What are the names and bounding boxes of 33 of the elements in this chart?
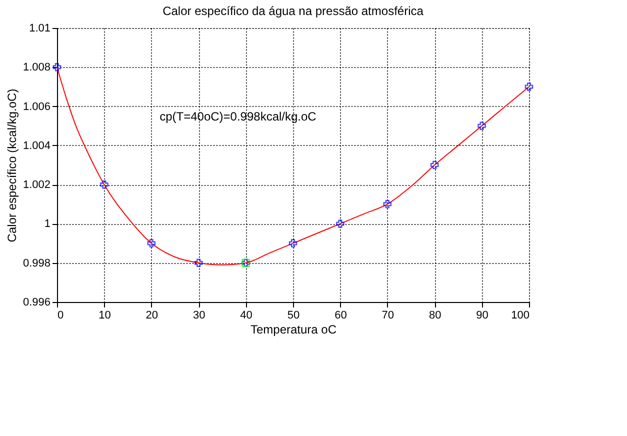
y-tick-label: 0.996 [22, 296, 50, 308]
x-tick-label: 60 [334, 310, 347, 322]
x-axis-title: Temperatura oC [250, 322, 337, 336]
x-tick-label: 80 [428, 310, 442, 322]
y-tick-label: 1.002 [22, 179, 50, 192]
x-tick-label: 100 [511, 310, 530, 322]
x-tick-label: 90 [476, 310, 488, 322]
point [524, 82, 534, 91]
x-tick-label: 30 [192, 310, 206, 322]
x-tick-label: 20 [146, 310, 158, 322]
y-tick-label: 1.006 [22, 100, 50, 113]
y-tick-label: 0.998 [22, 257, 50, 270]
y-axis-title: Calor específico (kcal/kg.oC) [4, 88, 19, 242]
point [288, 239, 298, 248]
chart-title: Calor específico da água na pressão atmosférica [162, 4, 424, 18]
annotation: cp(T=40oC)=0.998kcal/kg.oC [160, 109, 317, 124]
x-tick-label: 10 [98, 310, 111, 322]
point [100, 180, 108, 189]
y-tick-label: 1.004 [22, 140, 50, 152]
y-tick-label: 1 [44, 218, 50, 230]
x-tick-label: 70 [382, 310, 394, 322]
point [336, 220, 344, 228]
point [430, 160, 439, 170]
point [52, 63, 62, 72]
point [478, 122, 486, 130]
point [383, 200, 392, 208]
x-tick-label: 0 [58, 310, 64, 322]
point [194, 258, 203, 267]
y-tick-label: 1.008 [22, 62, 50, 74]
x-tick-label: 50 [287, 310, 300, 322]
x-tick-label: 40 [240, 310, 252, 322]
y-tick-label: 1.01 [29, 22, 50, 34]
point [147, 239, 156, 248]
